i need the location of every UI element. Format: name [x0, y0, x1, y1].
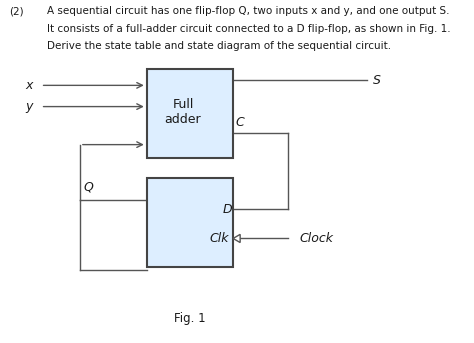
Text: y: y: [26, 100, 33, 113]
Text: (2): (2): [9, 7, 24, 16]
Bar: [146, 178, 233, 267]
Text: Fig. 1: Fig. 1: [174, 311, 206, 324]
Text: Derive the state table and state diagram of the sequential circuit.: Derive the state table and state diagram…: [46, 40, 391, 50]
Text: A sequential circuit has one flip-flop Q, two inputs x and y, and one output S.: A sequential circuit has one flip-flop Q…: [46, 7, 449, 16]
Text: Clock: Clock: [300, 232, 334, 245]
Text: x: x: [26, 79, 33, 92]
Text: S: S: [373, 73, 380, 86]
Bar: [146, 69, 233, 158]
Text: Full
adder: Full adder: [164, 98, 201, 126]
Text: It consists of a full-adder circuit connected to a D flip-flop, as shown in Fig.: It consists of a full-adder circuit conn…: [46, 24, 450, 34]
Polygon shape: [233, 234, 240, 243]
Text: Clk: Clk: [210, 232, 229, 245]
Text: D: D: [222, 203, 232, 216]
Text: C: C: [235, 116, 244, 129]
Text: Q: Q: [84, 181, 94, 193]
